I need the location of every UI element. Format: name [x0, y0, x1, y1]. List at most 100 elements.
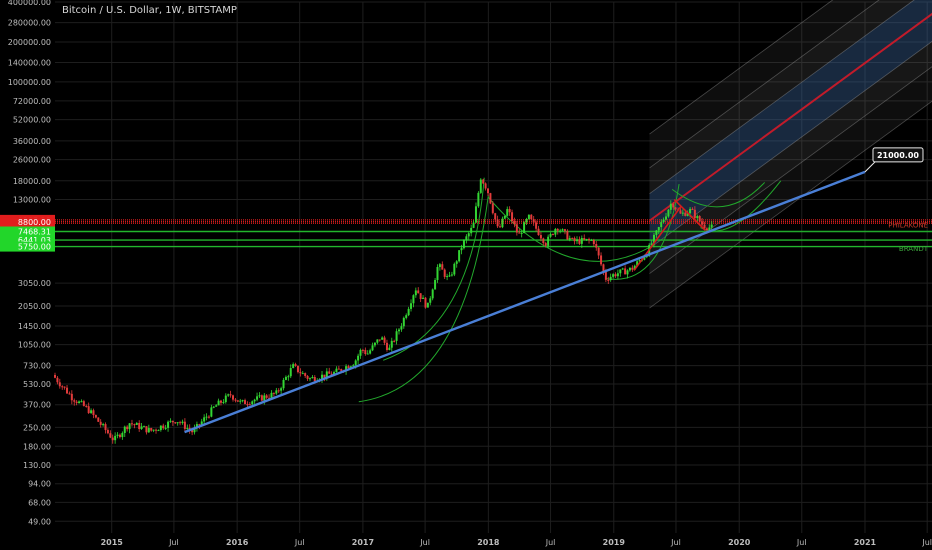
x-tick-label: Jul: [796, 538, 807, 547]
candle: [532, 219, 535, 223]
candle: [241, 400, 244, 402]
candle: [395, 331, 398, 341]
candle: [441, 264, 444, 270]
y-tick-label: 68.00: [28, 498, 51, 507]
candle: [58, 382, 61, 387]
price-level-badge: [0, 241, 55, 252]
candle: [602, 264, 605, 272]
candle: [294, 364, 297, 366]
candle: [703, 224, 706, 229]
candle: [82, 401, 85, 406]
candle: [258, 395, 261, 397]
uptrend-line: [633, 206, 682, 271]
candle: [393, 340, 396, 342]
target-callout-pointer: [864, 161, 876, 173]
price-level-label: 5750.00: [18, 243, 51, 252]
candle: [277, 390, 280, 392]
x-tick-label: Jul: [294, 538, 305, 547]
candle: [116, 434, 119, 436]
candle: [330, 373, 333, 375]
candle: [689, 208, 692, 214]
candle: [698, 216, 701, 222]
candle: [272, 392, 275, 394]
candle: [407, 308, 410, 316]
candle: [323, 374, 326, 378]
candle: [299, 372, 302, 374]
candle: [470, 227, 473, 234]
bear-curve: [487, 197, 656, 262]
candle: [176, 422, 179, 424]
candle: [143, 426, 146, 428]
candle: [265, 395, 268, 398]
candle: [460, 248, 463, 251]
candle: [354, 360, 357, 366]
candle: [607, 279, 610, 281]
chart-title: Bitcoin / U.S. Dollar, 1W, BITSTAMP: [62, 5, 237, 16]
candle: [289, 368, 292, 377]
candle: [643, 257, 646, 260]
candle: [568, 238, 571, 240]
candle: [619, 269, 622, 274]
candle: [292, 364, 295, 369]
x-tick-label: 2020: [728, 538, 751, 547]
candle: [236, 400, 239, 402]
candle: [638, 260, 641, 262]
candle: [333, 372, 336, 375]
candle: [357, 355, 360, 361]
candle: [87, 406, 90, 414]
candle: [162, 425, 165, 429]
candle: [181, 421, 184, 424]
candle: [501, 218, 504, 228]
candle: [335, 368, 338, 373]
channel-center-line: [648, 12, 932, 222]
candle: [200, 421, 203, 426]
candle: [210, 407, 213, 417]
candle: [179, 422, 182, 424]
candle: [328, 371, 331, 374]
candle: [114, 435, 117, 441]
y-tick-label: 13000.00: [13, 196, 51, 205]
candle: [686, 213, 689, 216]
channel-edge: [649, 66, 932, 274]
y-tick-label: 3050.00: [18, 279, 51, 288]
candle: [583, 238, 586, 240]
y-axis: 400000.00 280000.00 200000.00 140000.00 1000…: [0, 0, 55, 526]
candle: [126, 426, 129, 430]
y-tick-label: 280000.00: [8, 19, 51, 28]
candle: [710, 224, 713, 228]
candle: [662, 219, 665, 223]
candle: [453, 263, 456, 275]
y-tick-label: 200000.00: [8, 38, 51, 47]
y-tick-label: 140000.00: [8, 59, 51, 68]
candle: [63, 386, 66, 388]
candle: [198, 424, 201, 426]
candle: [152, 429, 155, 431]
candle: [496, 219, 499, 227]
candle: [660, 222, 663, 228]
candle: [135, 422, 138, 425]
candle: [590, 240, 593, 242]
candle: [499, 226, 502, 228]
candle: [412, 295, 415, 304]
candle: [325, 371, 328, 378]
candle: [429, 298, 432, 303]
x-tick-label: 2017: [352, 538, 374, 547]
candle: [436, 267, 439, 280]
candle: [219, 400, 222, 403]
candle: [561, 229, 564, 231]
candle: [465, 236, 468, 241]
candle: [511, 212, 514, 222]
candle: [296, 365, 299, 373]
candle: [431, 289, 434, 299]
candle: [513, 221, 516, 225]
candle: [652, 234, 655, 244]
candle: [212, 406, 215, 408]
candle: [518, 232, 521, 234]
price-level-badge: [0, 235, 55, 246]
curve-overlays: [358, 177, 932, 403]
candle: [691, 208, 694, 210]
channel-edge: [649, 0, 834, 135]
candle: [359, 349, 362, 356]
candle: [547, 236, 550, 246]
